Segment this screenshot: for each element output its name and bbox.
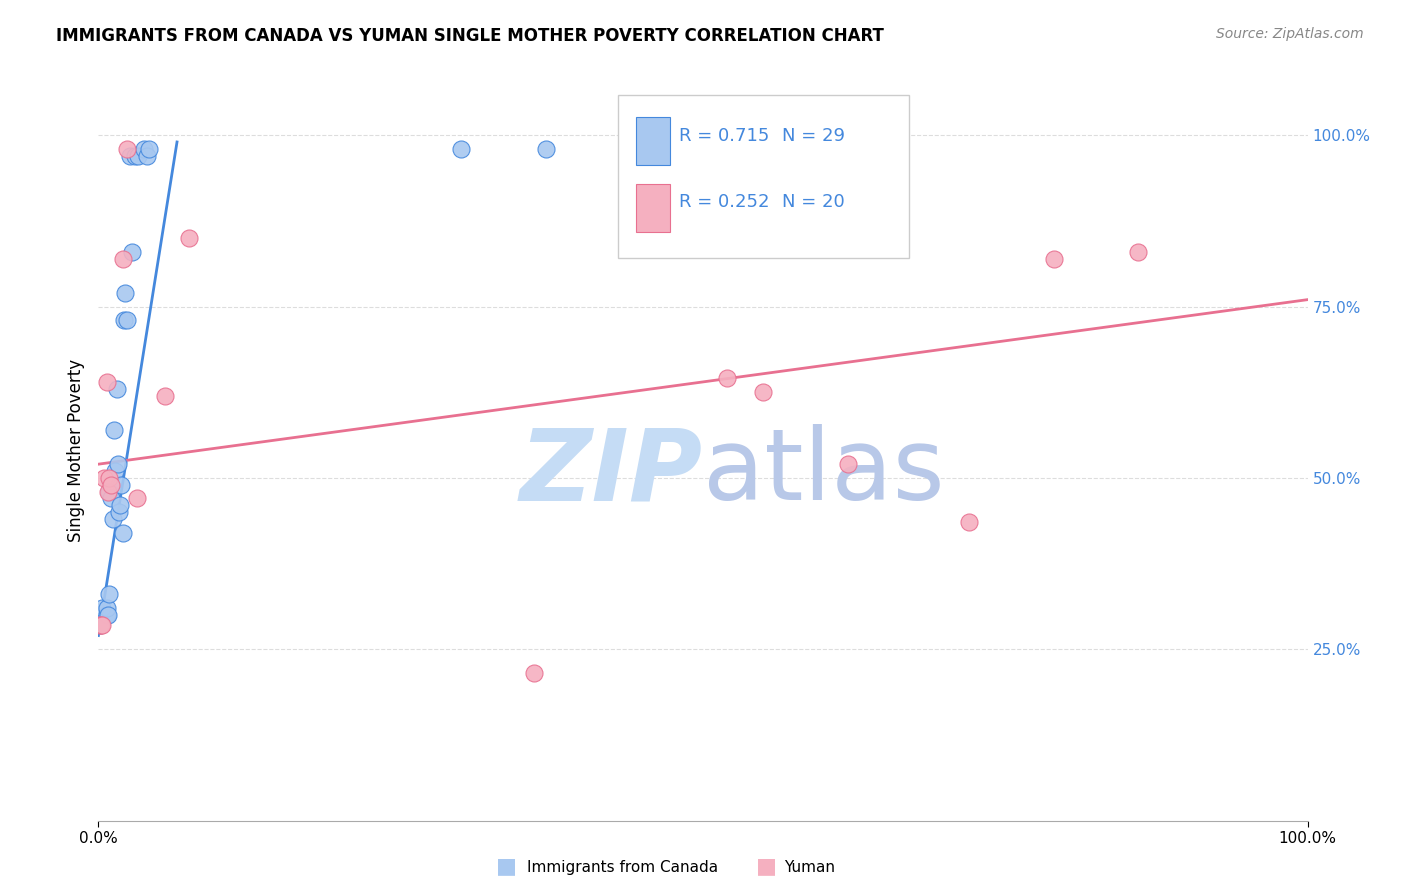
Text: ZIP: ZIP: [520, 425, 703, 521]
Point: [127, 149, 149, 163]
Point: [100, 491, 122, 506]
Point: [837, 457, 859, 471]
Point: [98, 587, 121, 601]
Text: Yuman: Yuman: [785, 861, 835, 875]
Point: [97, 607, 120, 622]
Point: [93, 471, 115, 485]
Point: [1042, 252, 1064, 266]
Point: [957, 516, 980, 530]
Text: Source: ZipAtlas.com: Source: ZipAtlas.com: [1216, 27, 1364, 41]
Point: [111, 252, 134, 266]
Text: IMMIGRANTS FROM CANADA VS YUMAN SINGLE MOTHER POVERTY CORRELATION CHART: IMMIGRANTS FROM CANADA VS YUMAN SINGLE M…: [56, 27, 884, 45]
Point: [114, 285, 136, 300]
Point: [1128, 244, 1150, 259]
Point: [523, 666, 546, 681]
Point: [153, 389, 176, 403]
FancyBboxPatch shape: [619, 95, 908, 258]
Point: [96, 607, 118, 622]
Text: ■: ■: [496, 856, 516, 876]
Text: Immigrants from Canada: Immigrants from Canada: [527, 861, 718, 875]
Point: [107, 457, 129, 471]
Point: [117, 142, 139, 156]
Point: [104, 464, 127, 478]
Point: [752, 385, 775, 400]
Text: R = 0.252: R = 0.252: [679, 194, 769, 211]
Point: [534, 142, 557, 156]
Point: [127, 491, 149, 506]
Point: [91, 601, 114, 615]
Point: [89, 618, 111, 632]
Point: [91, 618, 114, 632]
Text: atlas: atlas: [703, 425, 945, 521]
Point: [118, 149, 141, 163]
Text: N = 29: N = 29: [782, 127, 845, 145]
Point: [110, 477, 132, 491]
Point: [98, 471, 121, 485]
Text: N = 20: N = 20: [782, 194, 845, 211]
Point: [105, 382, 128, 396]
Text: R = 0.715: R = 0.715: [679, 127, 769, 145]
Point: [134, 142, 156, 156]
Point: [103, 423, 125, 437]
Point: [108, 505, 131, 519]
FancyBboxPatch shape: [637, 118, 671, 165]
Point: [96, 375, 118, 389]
Point: [112, 313, 135, 327]
Point: [111, 525, 134, 540]
FancyBboxPatch shape: [637, 184, 671, 232]
Point: [90, 618, 112, 632]
Point: [121, 244, 143, 259]
Point: [179, 231, 201, 245]
Point: [101, 512, 124, 526]
Point: [117, 313, 139, 327]
Point: [450, 142, 472, 156]
Point: [135, 149, 157, 163]
Point: [96, 601, 118, 615]
Point: [97, 484, 120, 499]
Point: [89, 618, 111, 632]
Y-axis label: Single Mother Poverty: Single Mother Poverty: [66, 359, 84, 542]
Text: ■: ■: [756, 856, 776, 876]
Point: [100, 477, 122, 491]
Point: [124, 149, 146, 163]
Point: [98, 484, 121, 499]
Point: [138, 142, 160, 156]
Point: [716, 371, 738, 385]
Point: [108, 498, 131, 512]
